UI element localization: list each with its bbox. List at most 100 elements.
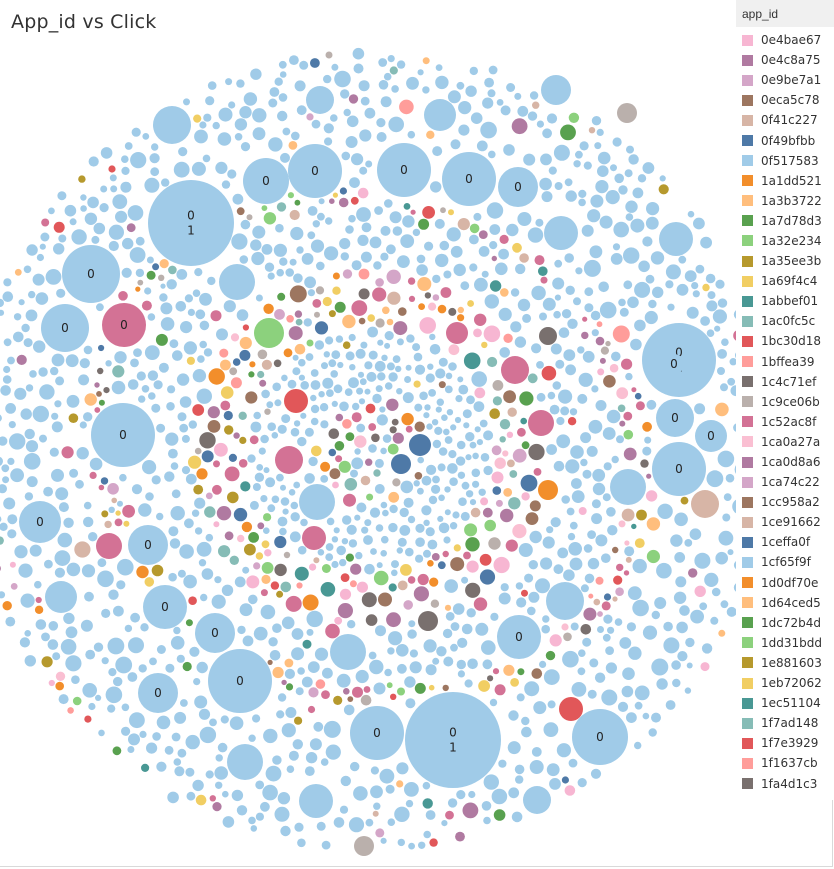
bubble[interactable] [350, 469, 358, 478]
bubble[interactable] [515, 582, 524, 590]
bubble[interactable] [281, 616, 295, 630]
bubble[interactable] [443, 270, 452, 279]
legend-item[interactable]: 0e9be7a1 [742, 70, 822, 90]
bubble[interactable] [469, 499, 477, 506]
bubble[interactable] [473, 401, 485, 412]
bubble[interactable] [656, 678, 668, 690]
bubble[interactable] [181, 466, 191, 475]
bubble[interactable] [487, 356, 498, 368]
bubble[interactable] [242, 635, 254, 647]
bubble[interactable] [663, 637, 680, 654]
bubble[interactable] [26, 244, 38, 256]
bubble[interactable] [416, 254, 426, 264]
bubble[interactable] [562, 650, 579, 668]
bubble[interactable] [558, 327, 570, 339]
bubble[interactable] [388, 491, 400, 503]
bubble[interactable] [266, 401, 274, 409]
legend-item[interactable]: 1ac0fc5c [742, 311, 822, 331]
bubble[interactable] [39, 384, 55, 400]
bubble[interactable] [422, 206, 435, 219]
bubble[interactable] [625, 200, 638, 213]
bubble[interactable] [309, 738, 322, 751]
bubble[interactable] [135, 286, 141, 292]
bubble[interactable] [144, 287, 152, 295]
bubble[interactable] [388, 583, 397, 592]
bubble[interactable] [435, 406, 442, 413]
bubble[interactable] [186, 791, 196, 801]
bubble[interactable] [209, 795, 216, 802]
bubble[interactable] [595, 534, 608, 547]
bubble[interactable] [281, 679, 287, 686]
bubble[interactable] [110, 185, 118, 193]
bubble[interactable] [268, 637, 278, 647]
bubble[interactable] [493, 809, 506, 821]
bubble[interactable] [276, 710, 285, 719]
bubble[interactable] [472, 480, 480, 488]
bubble[interactable] [75, 479, 84, 489]
bubble[interactable] [160, 317, 175, 331]
bubble[interactable] [553, 564, 564, 575]
bubble[interactable] [541, 365, 557, 381]
bubble[interactable] [179, 423, 189, 433]
bubble[interactable] [474, 313, 487, 326]
bubble[interactable] [81, 564, 96, 578]
bubble[interactable] [91, 235, 100, 244]
bubble[interactable] [573, 160, 581, 168]
bubble[interactable] [478, 230, 488, 240]
bubble[interactable] [386, 362, 395, 371]
bubble[interactable] [21, 323, 30, 333]
bubble[interactable] [286, 315, 294, 323]
bubble[interactable] [376, 118, 386, 128]
bubble[interactable] [275, 446, 303, 474]
bubble[interactable] [314, 321, 329, 335]
bubble[interactable] [382, 509, 389, 517]
bubble[interactable] [158, 274, 165, 281]
bubble[interactable] [121, 166, 130, 175]
bubble[interactable] [175, 301, 187, 312]
bubble[interactable] [168, 448, 178, 459]
bubble[interactable] [141, 385, 150, 393]
bubble[interactable] [510, 288, 520, 297]
bubble[interactable] [429, 333, 436, 341]
bubble[interactable] [450, 557, 465, 572]
bubble[interactable] [630, 218, 645, 233]
bubble[interactable] [196, 468, 208, 480]
bubble[interactable] [583, 161, 592, 170]
bubble[interactable] [527, 227, 544, 243]
bubble[interactable] [612, 596, 618, 602]
bubble[interactable] [293, 273, 303, 284]
bubble[interactable] [130, 358, 139, 368]
bubble[interactable] [290, 512, 300, 522]
bubble[interactable] [374, 360, 386, 372]
bubble[interactable] [101, 657, 109, 665]
bubble[interactable] [276, 473, 284, 482]
bubble[interactable] [325, 744, 341, 760]
bubble[interactable] [253, 562, 261, 570]
bubble[interactable] [517, 668, 525, 676]
bubble[interactable] [568, 758, 578, 768]
bubble[interactable] [357, 234, 369, 246]
bubble[interactable] [549, 778, 561, 790]
legend-item[interactable]: 1e881603 [742, 653, 822, 673]
bubble[interactable] [354, 514, 361, 521]
bubble[interactable] [453, 263, 466, 277]
bubble[interactable] [392, 355, 401, 363]
bubble[interactable] [369, 659, 384, 675]
bubble[interactable] [85, 649, 96, 660]
bubble[interactable] [434, 426, 443, 435]
bubble[interactable] [656, 562, 672, 579]
bubble[interactable] [715, 279, 725, 289]
bubble[interactable] [414, 472, 423, 480]
bubble[interactable] [231, 233, 248, 250]
bubble[interactable] [561, 495, 570, 504]
bubble[interactable] [642, 625, 658, 640]
bubble[interactable] [0, 385, 11, 396]
bubble[interactable] [423, 830, 432, 839]
bubble[interactable] [349, 364, 356, 371]
bubble[interactable] [519, 391, 534, 406]
bubble[interactable] [671, 660, 681, 670]
bubble[interactable] [403, 497, 414, 508]
bubble[interactable] [263, 212, 277, 225]
bubble[interactable] [606, 507, 616, 517]
bubble[interactable] [563, 569, 575, 581]
